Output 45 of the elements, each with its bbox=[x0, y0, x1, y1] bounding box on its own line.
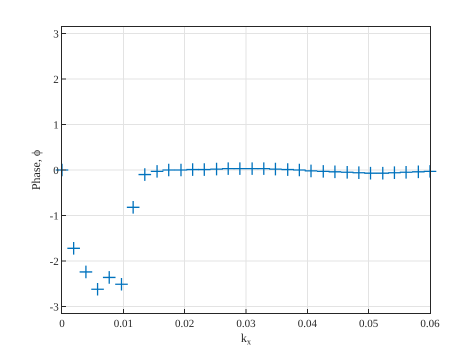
point bbox=[138, 168, 152, 182]
point bbox=[78, 265, 93, 279]
point bbox=[387, 166, 402, 180]
y-tick-label: 2 bbox=[53, 74, 59, 86]
point bbox=[221, 162, 236, 176]
point bbox=[114, 277, 128, 292]
x-axis-title: k$_{x}$ bbox=[240, 331, 252, 347]
x-tick-label: 0.06 bbox=[420, 318, 440, 330]
point bbox=[90, 282, 105, 296]
point bbox=[256, 162, 271, 176]
y-tick-label: -2 bbox=[50, 256, 59, 268]
x-tick-label: 0.03 bbox=[236, 318, 256, 330]
point bbox=[423, 164, 437, 178]
x-tick-label: 0.05 bbox=[359, 318, 379, 330]
point bbox=[174, 163, 188, 177]
point bbox=[210, 162, 224, 176]
point bbox=[364, 166, 378, 180]
point bbox=[352, 166, 366, 180]
point bbox=[376, 166, 390, 180]
point bbox=[399, 165, 414, 180]
point bbox=[328, 164, 342, 179]
point bbox=[316, 164, 330, 178]
point bbox=[411, 164, 426, 179]
point bbox=[340, 165, 354, 180]
y-tick-label: 3 bbox=[53, 28, 60, 40]
point bbox=[232, 162, 247, 176]
point bbox=[280, 162, 295, 176]
y-tick-label: 1 bbox=[53, 119, 59, 132]
x-tick-label: 0.02 bbox=[175, 318, 194, 330]
point bbox=[292, 163, 306, 177]
y-axis-title: Phase, ϕ bbox=[28, 150, 43, 190]
point bbox=[245, 162, 260, 176]
x-tick-label: 0.04 bbox=[298, 318, 318, 330]
point bbox=[186, 162, 200, 176]
y-tick-label: -1 bbox=[50, 210, 59, 222]
point bbox=[66, 241, 81, 256]
x-tick-label: 0.01 bbox=[114, 318, 133, 330]
point bbox=[162, 163, 176, 177]
point bbox=[102, 270, 116, 284]
point bbox=[304, 164, 318, 178]
point bbox=[268, 162, 282, 176]
point bbox=[126, 200, 140, 214]
y-tick-label: -3 bbox=[50, 301, 60, 314]
point bbox=[150, 164, 164, 178]
point bbox=[197, 162, 212, 176]
